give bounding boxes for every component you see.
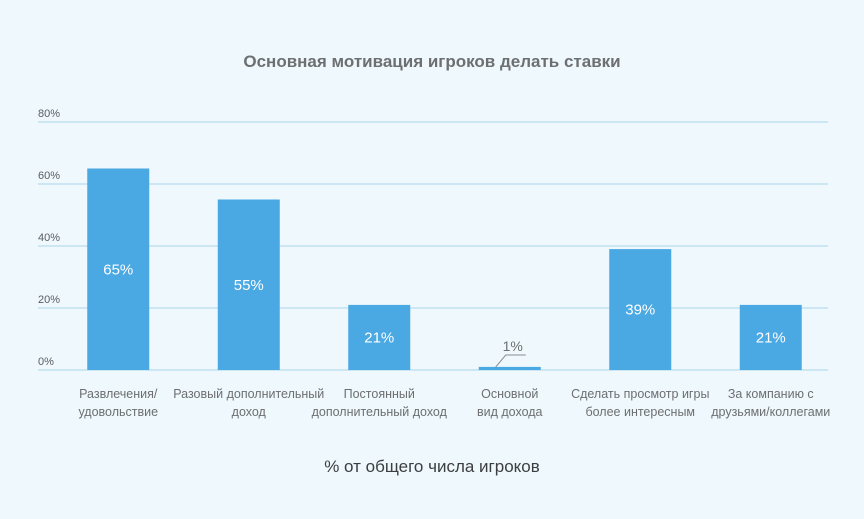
bar <box>87 168 150 370</box>
data-label: 39% <box>625 302 655 319</box>
data-label: 55% <box>234 277 264 294</box>
y-tick-label: 20% <box>38 294 60 306</box>
x-category-label: друзьями/коллегами <box>711 405 830 419</box>
y-tick-label: 60% <box>38 170 60 182</box>
data-label: 21% <box>364 329 394 346</box>
data-labels: 65% 55% 21% 1% 39% 21% <box>103 261 786 368</box>
gridlines <box>38 121 828 371</box>
data-label: 65% <box>103 261 133 278</box>
x-category-label: Развлечения/ <box>79 387 158 401</box>
x-category-label: доход <box>232 405 267 419</box>
y-tick-label: 80% <box>38 108 60 120</box>
x-category-label: Разовый дополнительный <box>173 387 324 401</box>
bar <box>348 304 411 370</box>
bar <box>609 249 672 370</box>
x-category-label: Сделать просмотр игры <box>571 387 709 401</box>
x-category-label: За компанию с <box>728 387 814 401</box>
x-category-label: Постоянный <box>344 387 415 401</box>
bar <box>217 199 280 370</box>
x-axis-label: % от общего числа игроков <box>324 457 540 476</box>
x-category-label: вид дохода <box>477 405 543 419</box>
x-category-label: удовольствие <box>78 405 158 419</box>
x-category-label: Основной <box>481 387 538 401</box>
bars <box>87 168 802 370</box>
y-tick-label: 40% <box>38 232 60 244</box>
bar <box>739 304 802 370</box>
chart-title: Основная мотивация игроков делать ставки <box>243 52 620 71</box>
y-tick-label: 0% <box>38 356 54 368</box>
x-category-label: более интересным <box>585 405 695 419</box>
bar <box>478 366 541 370</box>
y-axis-ticks: 0% 20% 40% 60% 80% <box>38 108 60 368</box>
x-category-label: дополнительный доход <box>312 405 448 419</box>
x-axis-categories: Развлечения/удовольствие Разовый дополнит… <box>78 387 830 419</box>
data-label: 1% <box>503 338 523 354</box>
data-label-leader <box>495 354 526 368</box>
data-label: 21% <box>756 329 786 346</box>
